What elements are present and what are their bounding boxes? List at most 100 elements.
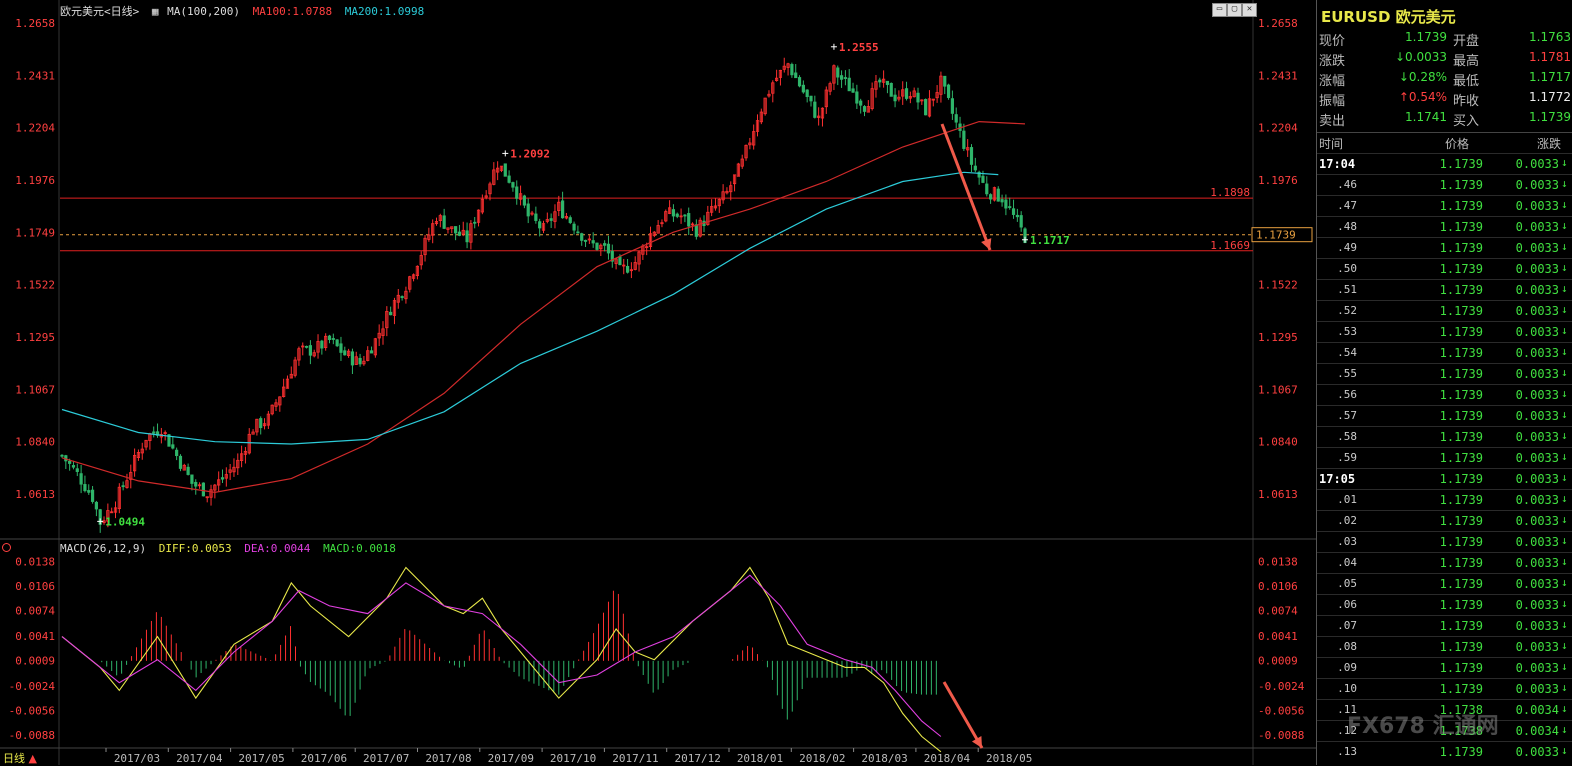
tick-row[interactable]: .07 1.1739 0.0033 ↓	[1317, 615, 1572, 637]
candle-body	[859, 100, 863, 106]
tick-row[interactable]: 17:05 1.1739 0.0033 ↓	[1317, 468, 1572, 490]
tick-row[interactable]: .46 1.1739 0.0033 ↓	[1317, 174, 1572, 196]
tick-row[interactable]: .05 1.1739 0.0033 ↓	[1317, 573, 1572, 595]
candle-body	[690, 223, 695, 226]
candle-body	[285, 378, 290, 389]
tick-row[interactable]: .13 1.1739 0.0033 ↓	[1317, 741, 1572, 763]
candle-body	[645, 246, 649, 249]
tick-time: .49	[1337, 241, 1357, 254]
current-price-box	[1251, 227, 1313, 243]
candle-body	[882, 78, 886, 83]
candle-body	[843, 77, 847, 79]
maximize-icon[interactable]: ▢	[1227, 3, 1242, 17]
tick-row[interactable]: .08 1.1739 0.0033 ↓	[1317, 636, 1572, 658]
close-icon[interactable]: ✕	[1242, 3, 1257, 17]
candle-body	[752, 131, 756, 146]
macd-value: MACD:0.0018	[323, 542, 396, 555]
tick-row[interactable]: .03 1.1739 0.0033 ↓	[1317, 531, 1572, 553]
tick-row[interactable]: .12 1.1738 0.0034 ↓	[1317, 720, 1572, 742]
restore-icon[interactable]: ▭	[1212, 3, 1227, 17]
down-arrow-icon: ↓	[1561, 471, 1568, 484]
candle-body	[316, 341, 320, 353]
tick-time: .57	[1337, 409, 1357, 422]
tick-row[interactable]: .49 1.1739 0.0033 ↓	[1317, 237, 1572, 259]
candle-body	[992, 187, 997, 201]
candle-body	[721, 191, 725, 201]
tick-row[interactable]: .47 1.1739 0.0033 ↓	[1317, 195, 1572, 217]
tick-row[interactable]: .59 1.1739 0.0033 ↓	[1317, 447, 1572, 469]
candle-body	[786, 63, 790, 68]
date-axis-label: 2017/10	[550, 752, 596, 765]
date-axis-label: 2017/03	[114, 752, 160, 765]
candle-body	[366, 350, 370, 361]
price-axis-label: 1.2204	[15, 122, 55, 135]
tick-row[interactable]: .11 1.1738 0.0034 ↓	[1317, 699, 1572, 721]
candle-body	[648, 233, 653, 247]
candle-body	[484, 195, 488, 198]
candle-body	[87, 490, 91, 493]
candle-body	[331, 338, 335, 340]
down-arrow-icon: ↓	[1561, 513, 1568, 526]
candle-body	[90, 489, 95, 502]
candle-body	[419, 255, 423, 266]
tick-row[interactable]: .53 1.1739 0.0033 ↓	[1317, 321, 1572, 343]
tick-row[interactable]: .58 1.1739 0.0033 ↓	[1317, 426, 1572, 448]
candle-body	[182, 464, 186, 471]
down-arrow-icon: ↓	[1561, 492, 1568, 505]
candle-body	[411, 274, 416, 279]
tick-time: 17:05	[1319, 472, 1356, 486]
candle-body	[408, 276, 412, 290]
candle-body	[813, 101, 817, 118]
period-tab[interactable]: 日线 ▲	[3, 752, 37, 765]
candle-body	[671, 209, 676, 217]
tick-row[interactable]: .02 1.1739 0.0033 ↓	[1317, 510, 1572, 532]
candle-body	[423, 237, 427, 256]
tick-row[interactable]: .56 1.1739 0.0033 ↓	[1317, 384, 1572, 406]
candle-body	[931, 98, 935, 101]
tick-change: 0.0033	[1515, 556, 1559, 570]
tick-row[interactable]: .51 1.1739 0.0033 ↓	[1317, 279, 1572, 301]
indicator-dot-icon[interactable]	[2, 543, 11, 552]
candle-body	[167, 434, 171, 447]
candle-body	[797, 77, 802, 87]
price-axis-label: 1.1295	[15, 331, 55, 344]
candle-body	[897, 96, 901, 100]
date-axis-label: 2018/01	[737, 752, 783, 765]
tick-row[interactable]: .57 1.1739 0.0033 ↓	[1317, 405, 1572, 427]
candle-body	[755, 120, 760, 132]
date-axis-label: 2017/12	[675, 752, 721, 765]
dea-line	[61, 574, 942, 737]
candle-body	[442, 215, 446, 229]
candle-body	[901, 89, 905, 97]
candle-body	[255, 418, 259, 433]
quote-value: 1.1781	[1529, 50, 1571, 64]
candle-body	[652, 231, 656, 236]
tick-row[interactable]: .48 1.1739 0.0033 ↓	[1317, 216, 1572, 238]
candle-body	[232, 466, 236, 473]
candle-body	[698, 219, 702, 237]
candle-body	[668, 207, 672, 214]
tick-row[interactable]: .52 1.1739 0.0033 ↓	[1317, 300, 1572, 322]
tick-row[interactable]: .50 1.1739 0.0033 ↓	[1317, 258, 1572, 280]
candle-body	[794, 72, 798, 79]
candle-body	[927, 98, 932, 117]
candle-body	[889, 82, 893, 97]
tick-row[interactable]: .06 1.1739 0.0033 ↓	[1317, 594, 1572, 616]
macd-axis-label-right: -0.0088	[1258, 729, 1304, 742]
down-arrow-icon: ↓	[1561, 597, 1568, 610]
candle-body	[389, 311, 393, 316]
low-annotation: 1.0494	[105, 515, 145, 528]
tick-row[interactable]: .55 1.1739 0.0033 ↓	[1317, 363, 1572, 385]
tick-row[interactable]: 17:04 1.1739 0.0033 ↓	[1317, 153, 1572, 175]
tick-row[interactable]: .09 1.1739 0.0033 ↓	[1317, 657, 1572, 679]
price-axis-label-right: 1.1522	[1258, 279, 1298, 292]
ma-icon[interactable]: ▦	[151, 5, 159, 18]
tick-row[interactable]: .54 1.1739 0.0033 ↓	[1317, 342, 1572, 364]
tick-row[interactable]: .01 1.1739 0.0033 ↓	[1317, 489, 1572, 511]
candle-body	[293, 359, 297, 376]
tick-row[interactable]: .04 1.1739 0.0033 ↓	[1317, 552, 1572, 574]
tick-price: 1.1739	[1439, 283, 1483, 297]
tick-row[interactable]: .10 1.1739 0.0033 ↓	[1317, 678, 1572, 700]
chart-canvas[interactable]: 1.2658 1.2658 1.2431 1.2431 1.2204 1.2204 1.19…	[0, 0, 1316, 765]
tick-time: .04	[1337, 556, 1357, 569]
